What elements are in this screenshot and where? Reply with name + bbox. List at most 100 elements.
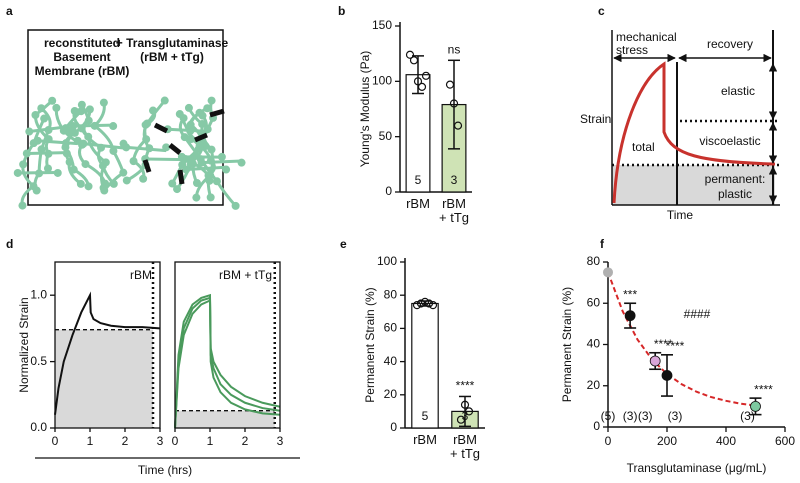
fiber — [37, 139, 78, 146]
fiber — [83, 142, 124, 150]
diagram-label: reconstituted — [44, 36, 120, 50]
node — [109, 122, 118, 131]
y-tick-label: 0.5 — [30, 354, 47, 368]
plot-label: rBM — [130, 268, 152, 282]
significance: **** — [754, 382, 773, 396]
region-label: permanent: — [705, 172, 766, 186]
data-point — [420, 297, 430, 306]
node — [192, 179, 201, 188]
region-label: viscoelastic — [699, 134, 760, 148]
y-axis-label: Young's Modulus (Pa) — [358, 51, 372, 168]
fiber — [73, 123, 114, 128]
y-tick-label: 80 — [384, 287, 398, 301]
data-point — [649, 355, 661, 367]
node — [62, 149, 71, 158]
diagram-label: Membrane (rBM) — [35, 64, 130, 78]
y-tick-label: 0 — [390, 420, 397, 434]
data-point — [456, 415, 466, 424]
residual-region — [175, 410, 275, 428]
x-tick-label: rBM — [413, 433, 437, 447]
diagram-label: (rBM + tTg) — [140, 50, 204, 64]
node — [25, 127, 34, 136]
x-tick-label-box: rBM + tTg — [439, 197, 469, 225]
x-tick-label-box: rBM — [413, 433, 437, 447]
plot-frame — [54, 261, 161, 429]
plot-label: rBM + tTg — [219, 268, 272, 282]
node — [180, 133, 189, 142]
node — [109, 146, 118, 155]
x-tick-label: 3 — [277, 434, 284, 448]
node — [48, 96, 57, 105]
network — [13, 96, 128, 210]
x-tick-label: 0 — [605, 434, 612, 448]
node — [98, 161, 107, 170]
node — [231, 201, 240, 210]
data-point — [417, 82, 427, 91]
node — [168, 179, 177, 188]
node — [22, 149, 31, 158]
node — [76, 179, 85, 188]
node — [129, 157, 138, 166]
node — [197, 158, 206, 167]
node — [206, 193, 215, 202]
data-point — [453, 121, 463, 130]
node — [212, 177, 221, 186]
diagram-label: + Transglutaminase — [116, 36, 229, 50]
y-tick-label: 0 — [593, 419, 600, 433]
data-point — [449, 99, 459, 108]
node — [31, 111, 40, 120]
data-point — [445, 80, 455, 89]
data-point — [624, 310, 636, 322]
phase-label: recovery — [707, 37, 753, 51]
y-axis-label: Permanent Strain (%) — [560, 287, 574, 402]
fiber — [145, 157, 186, 162]
node — [119, 168, 128, 177]
node — [122, 176, 131, 185]
panel-label: b — [338, 4, 345, 18]
node — [182, 165, 191, 174]
node — [175, 110, 184, 119]
axis-label: Strain — [580, 112, 611, 126]
y-tick-label: 0 — [385, 184, 392, 198]
significance: **** — [666, 339, 685, 353]
x-tick-label: 3 — [157, 434, 164, 448]
significance: *** — [623, 287, 637, 301]
node — [18, 201, 27, 210]
region-label: elastic — [721, 84, 755, 98]
panel-label: e — [340, 237, 347, 251]
n-label: (3) — [668, 409, 683, 423]
crosslink — [194, 132, 208, 143]
node — [40, 114, 49, 123]
data-point — [413, 77, 423, 86]
node — [77, 100, 86, 109]
node — [85, 105, 94, 114]
fiber — [126, 145, 167, 153]
significance: **** — [654, 337, 673, 351]
region-label: total — [632, 140, 655, 154]
x-tick-label: 2 — [122, 434, 129, 448]
node — [195, 141, 204, 150]
node — [186, 120, 195, 129]
node — [69, 165, 78, 174]
y-tick-label: 50 — [379, 129, 393, 143]
node — [33, 136, 42, 145]
y-tick-label: 60 — [587, 295, 601, 309]
fiber — [186, 165, 227, 172]
x-tick-label: rBM + tTg — [439, 197, 469, 225]
data-point — [428, 301, 438, 310]
n-label: (3) — [638, 409, 653, 423]
node — [203, 125, 212, 134]
node — [13, 168, 22, 177]
n-label: 5 — [415, 173, 422, 187]
x-tick-label-box: rBM — [406, 197, 430, 211]
node — [53, 168, 62, 177]
node — [203, 104, 212, 113]
x-tick-label: 1 — [207, 434, 214, 448]
y-tick-label: 40 — [587, 337, 601, 351]
panel-label: d — [6, 237, 13, 251]
node — [19, 160, 28, 169]
data-point — [409, 56, 419, 65]
crosslink — [177, 169, 185, 185]
fiber — [167, 127, 208, 133]
